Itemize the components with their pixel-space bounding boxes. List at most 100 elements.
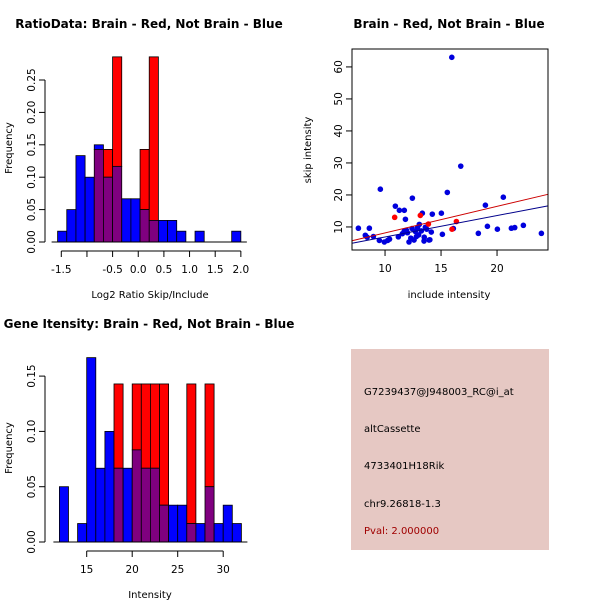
- gene-histogram-ylabel: Frequency: [4, 422, 15, 474]
- histogram-bar-blue: [130, 198, 141, 243]
- histogram-bar-red: [103, 149, 113, 178]
- x-tick-label: 20: [490, 263, 503, 275]
- event-type: altCassette: [364, 424, 421, 435]
- y-tick-label: 0.20: [26, 101, 38, 124]
- histogram-bar-overlap: [113, 467, 124, 543]
- probe-id: G7239437@J948003_RC@i_at: [364, 387, 514, 398]
- histogram-bar-blue: [75, 155, 86, 243]
- scatter-point-not-brain: [429, 211, 436, 217]
- scatter-point-not-brain: [403, 227, 410, 233]
- scatter-point-not-brain: [386, 236, 393, 242]
- histogram-bar-blue: [213, 523, 224, 543]
- gene-histogram-xlabel: Intensity: [128, 590, 172, 600]
- gene-histogram-title: Gene Itensity: Brain - Red, Not Brain - …: [4, 317, 295, 331]
- x-tick-label: 20: [126, 564, 139, 576]
- scatter-point-brain: [391, 214, 398, 221]
- genomic-location: chr9.26818-1.3: [364, 499, 441, 510]
- histogram-bar-blue: [59, 486, 69, 543]
- scatter-point-not-brain: [438, 210, 445, 216]
- histogram-bar-overlap: [186, 523, 197, 543]
- y-tick-label: 0.25: [26, 68, 38, 91]
- x-tick-label: 15: [434, 263, 447, 275]
- scatter-point-not-brain: [428, 229, 435, 235]
- scatter-point-not-brain: [439, 231, 446, 238]
- x-tick-label: 30: [217, 564, 230, 576]
- y-tick-label: 60: [333, 60, 345, 73]
- scatter-point-not-brain: [395, 234, 402, 240]
- ratio-histogram-title: RatioData: Brain - Red, Not Brain - Blue: [15, 17, 282, 31]
- histogram-bar-red: [186, 383, 197, 524]
- histogram-bar-blue: [195, 523, 206, 543]
- histogram-bar-blue: [231, 523, 242, 543]
- histogram-bar-blue: [104, 430, 115, 543]
- histogram-bar-red: [131, 383, 142, 451]
- y-tick-label: 30: [333, 156, 345, 169]
- histogram-bar-overlap: [149, 467, 160, 543]
- y-tick-label: 0.00: [26, 230, 38, 253]
- y-tick-label: 10: [333, 220, 345, 233]
- scatter-point-not-brain: [402, 216, 409, 223]
- y-tick-label: 0.10: [26, 420, 38, 443]
- ratio-histogram: RatioData: Brain - Red, Not Brain - Blue…: [4, 17, 283, 301]
- scatter-point-brain: [417, 212, 424, 219]
- x-tick-label: 1.5: [207, 264, 224, 276]
- y-tick-label: 40: [333, 124, 345, 137]
- scatter-point-not-brain: [444, 189, 451, 196]
- histogram-bar-blue: [95, 467, 106, 543]
- scatter-point-not-brain: [415, 232, 422, 238]
- scatter-point-not-brain: [457, 163, 464, 169]
- histogram-bar-red: [159, 383, 169, 506]
- scatter-title: Brain - Red, Not Brain - Blue: [353, 17, 544, 31]
- y-tick-label: 50: [333, 92, 345, 105]
- histogram-bar-overlap: [112, 165, 123, 243]
- scatter-point-not-brain: [409, 195, 416, 201]
- histogram-bar-blue: [176, 230, 187, 243]
- histogram-bar-blue: [86, 357, 97, 543]
- histogram-bar-red: [149, 383, 160, 469]
- scatter-point-not-brain: [511, 224, 518, 231]
- scatter-point-not-brain: [366, 225, 373, 232]
- histogram-bar-blue: [57, 230, 68, 243]
- scatter-point-not-brain: [377, 186, 384, 192]
- regression-line: [351, 193, 549, 242]
- histogram-bar-blue: [231, 230, 242, 243]
- histogram-bar-red: [204, 383, 215, 488]
- histogram-bar-blue: [177, 504, 188, 543]
- scatter-point-not-brain: [538, 230, 545, 237]
- scatter-point-not-brain: [520, 222, 527, 229]
- y-tick-label: 0.05: [26, 198, 38, 221]
- scatter-point-not-brain: [448, 54, 455, 61]
- histogram-bar-blue: [84, 176, 95, 243]
- x-tick-label: -1.5: [51, 264, 72, 276]
- ratio-histogram-ylabel: Frequency: [4, 122, 15, 174]
- scatter-point-not-brain: [392, 203, 399, 209]
- x-tick-label: 15: [80, 564, 93, 576]
- y-tick-label: 0.15: [26, 133, 38, 156]
- histogram-bar-red: [112, 56, 123, 167]
- histogram-bar-red: [148, 56, 159, 221]
- x-tick-label: 2.0: [232, 264, 249, 276]
- histogram-bar-blue: [122, 467, 133, 543]
- scatter-ylabel: skip intensity: [303, 117, 314, 184]
- x-tick-label: 0.5: [156, 264, 173, 276]
- scatter-point-not-brain: [376, 237, 383, 244]
- regression-line: [351, 205, 549, 244]
- histogram-bar-red: [140, 383, 151, 469]
- pval-text: Pval: 2.000000: [364, 526, 440, 537]
- histogram-bar-overlap: [159, 504, 169, 543]
- x-tick-label: 1.0: [181, 264, 198, 276]
- histogram-bar-overlap: [103, 176, 113, 243]
- histogram-bar-blue: [77, 523, 88, 543]
- histogram-bar-overlap: [93, 149, 104, 243]
- scatter-point-not-brain: [355, 225, 362, 232]
- x-tick-label: 25: [171, 564, 184, 576]
- scatter-point-not-brain: [494, 226, 501, 232]
- scatter-point-not-brain: [401, 207, 408, 214]
- histogram-bar-red: [139, 149, 150, 211]
- histogram-bar-red: [113, 383, 124, 469]
- scatter-point-not-brain: [475, 230, 482, 237]
- scatter-point-brain: [449, 226, 455, 232]
- scatter-point-not-brain: [408, 235, 414, 241]
- histogram-bar-overlap: [148, 220, 159, 243]
